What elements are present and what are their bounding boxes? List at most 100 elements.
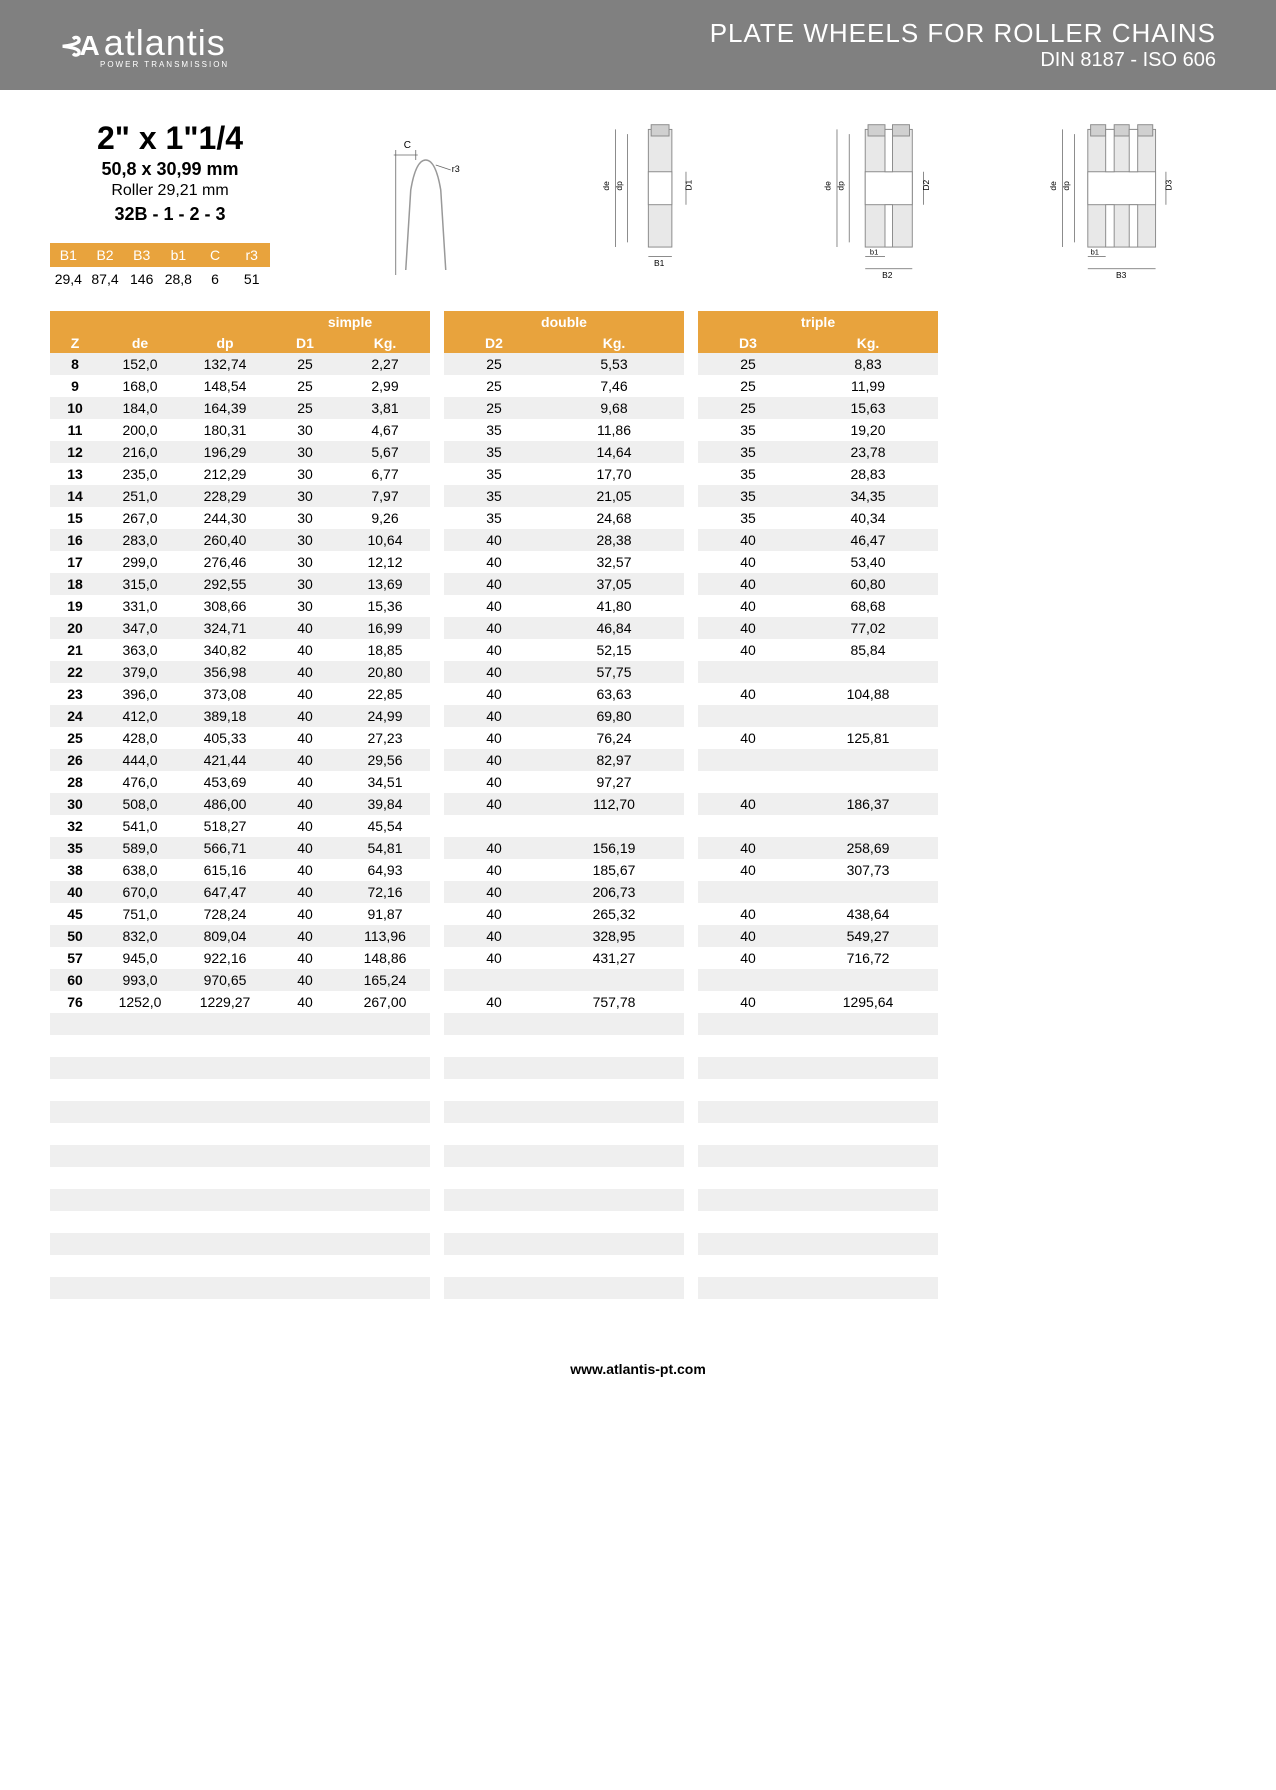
- table-cell: [798, 1198, 938, 1202]
- table-cell: 16: [50, 530, 100, 550]
- table-cell: 22: [50, 662, 100, 682]
- table-cell: [270, 1198, 340, 1202]
- table-cell: 324,71: [180, 618, 270, 638]
- table-cell: [270, 1264, 340, 1268]
- table-row: 10184,0164,39253,81: [50, 397, 430, 419]
- table-cell: 25: [698, 376, 798, 396]
- table-cell: [340, 1286, 430, 1290]
- table-row: 40716,72: [698, 947, 938, 969]
- table-cell: [444, 1286, 544, 1290]
- table-cell: [340, 1242, 430, 1246]
- table-cell: 421,44: [180, 750, 270, 770]
- table-cell: [180, 1022, 270, 1026]
- table-cell: 40: [270, 618, 340, 638]
- table-cell: 40: [444, 794, 544, 814]
- table-cell: 15: [50, 508, 100, 528]
- table-cell: 72,16: [340, 882, 430, 902]
- table-cell: 40: [698, 574, 798, 594]
- table-cell: [698, 1198, 798, 1202]
- table-cell: [544, 1022, 684, 1026]
- table-cell: 8,83: [798, 354, 938, 374]
- dim-value: 28,8: [160, 267, 197, 291]
- table-row-empty: [50, 1167, 430, 1189]
- table-row-empty: [50, 1255, 430, 1277]
- table-row-empty: [698, 1101, 938, 1123]
- table-cell: 64,93: [340, 860, 430, 880]
- table-cell: 40: [270, 860, 340, 880]
- table-cell: 40: [444, 552, 544, 572]
- table-row-empty: [50, 1013, 430, 1035]
- table-cell: 647,47: [180, 882, 270, 902]
- table-cell: 276,46: [180, 552, 270, 572]
- table-cell: 10,64: [340, 530, 430, 550]
- table-cell: 431,27: [544, 948, 684, 968]
- brand: ⊰A atlantis POWER TRANSMISSION: [60, 22, 229, 69]
- table-cell: [798, 1088, 938, 1092]
- table-cell: [798, 758, 938, 762]
- table-row-empty: [444, 1145, 684, 1167]
- table-row: 40104,88: [698, 683, 938, 705]
- table-cell: [100, 1066, 180, 1070]
- table-cell: 7,97: [340, 486, 430, 506]
- table-cell: 38: [50, 860, 100, 880]
- table-cell: [50, 1264, 100, 1268]
- table-cell: [698, 978, 798, 982]
- table-cell: 40: [444, 772, 544, 792]
- table-cell: 14: [50, 486, 100, 506]
- table-cell: [444, 1264, 544, 1268]
- table-cell: 186,37: [798, 794, 938, 814]
- table-cell: [50, 1066, 100, 1070]
- table-cell: [544, 1132, 684, 1136]
- table-cell: [100, 1220, 180, 1224]
- table-cell: [798, 1110, 938, 1114]
- dim-header: B3: [123, 243, 160, 267]
- table-cell: 40: [444, 574, 544, 594]
- svg-text:B1: B1: [653, 258, 664, 268]
- table-cell: [50, 1022, 100, 1026]
- table-row-empty: [444, 1189, 684, 1211]
- table-cell: 50: [50, 926, 100, 946]
- table-cell: 40: [444, 750, 544, 770]
- table-cell: 267,00: [340, 992, 430, 1012]
- table-cell: 35: [698, 486, 798, 506]
- table-cell: [544, 1220, 684, 1224]
- table-row: 20347,0324,714016,99: [50, 617, 430, 639]
- diagrams: C r3 de dp D1: [320, 120, 1226, 291]
- table-row: 4063,63: [444, 683, 684, 705]
- table-cell: [698, 1022, 798, 1026]
- table-row: [698, 749, 938, 771]
- table-cell: [698, 1242, 798, 1246]
- table-row: 4032,57: [444, 551, 684, 573]
- table-cell: 40: [698, 596, 798, 616]
- table-cell: 373,08: [180, 684, 270, 704]
- table-row-empty: [444, 1299, 684, 1321]
- dim-header: B2: [87, 243, 124, 267]
- table-cell: 212,29: [180, 464, 270, 484]
- table-cell: 24: [50, 706, 100, 726]
- table-cell: 751,0: [100, 904, 180, 924]
- spec-code: 32B - 1 - 2 - 3: [50, 204, 290, 225]
- table-cell: 30: [270, 442, 340, 462]
- table-row: 35589,0566,714054,81: [50, 837, 430, 859]
- table-cell: 809,04: [180, 926, 270, 946]
- svg-text:b1: b1: [1090, 248, 1098, 257]
- table-row: 45751,0728,244091,87: [50, 903, 430, 925]
- table-cell: 156,19: [544, 838, 684, 858]
- table-cell: [270, 1286, 340, 1290]
- table-row: [698, 705, 938, 727]
- table-cell: 40: [270, 816, 340, 836]
- table-cell: 389,18: [180, 706, 270, 726]
- dimension-table: B1B2B3b1Cr3 29,487,414628,8651: [50, 243, 270, 291]
- table-cell: [544, 1198, 684, 1202]
- table-cell: [544, 1286, 684, 1290]
- table-cell: 24,68: [544, 508, 684, 528]
- table-cell: 22,85: [340, 684, 430, 704]
- table-cell: 40: [270, 772, 340, 792]
- table-cell: 26: [50, 750, 100, 770]
- table-cell: 132,74: [180, 354, 270, 374]
- table-cell: [270, 1220, 340, 1224]
- table-row-empty: [698, 1057, 938, 1079]
- table-cell: [180, 1220, 270, 1224]
- table-row: 40670,0647,474072,16: [50, 881, 430, 903]
- table-row: 15267,0244,30309,26: [50, 507, 430, 529]
